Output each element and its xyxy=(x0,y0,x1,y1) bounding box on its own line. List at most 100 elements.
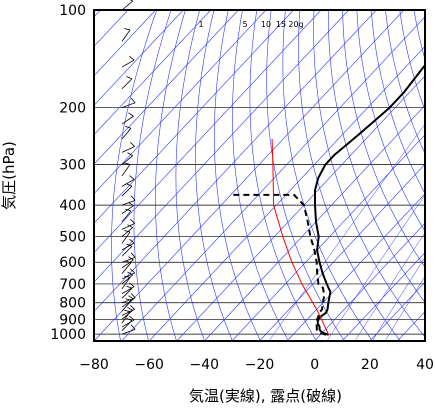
wind-barb-shaft xyxy=(121,298,134,308)
wind-barb xyxy=(121,112,134,125)
wind-barb xyxy=(121,307,133,320)
wind-barb-flag xyxy=(130,218,135,224)
wind-barb-flag xyxy=(127,152,133,157)
dry-adiabat-line xyxy=(342,10,425,268)
y-tick-label: 1000 xyxy=(50,327,86,343)
dry-adiabat-line xyxy=(370,10,425,195)
wind-barb-flag xyxy=(130,142,135,147)
mixing-ratio-lines xyxy=(268,123,425,341)
x-tick-label: −20 xyxy=(245,357,275,373)
isotherm-line xyxy=(94,10,294,224)
isotherm-line xyxy=(342,252,425,341)
wind-barb xyxy=(121,142,135,153)
isotherm-line xyxy=(204,104,425,341)
dry-adiabat-line xyxy=(175,10,205,341)
y-tick-label: 100 xyxy=(59,3,86,19)
isobar-gridlines xyxy=(94,10,425,335)
dry-adiabat-line xyxy=(111,10,158,341)
wind-barb-flag xyxy=(130,293,136,299)
wind-barb-flag xyxy=(124,230,131,233)
wind-barb-flag xyxy=(129,56,135,61)
mixing-ratio-label: 10 xyxy=(261,20,271,29)
x-axis-title: 気温(実線), 露点(破線) xyxy=(189,387,342,405)
wind-barb-flag xyxy=(127,307,133,311)
isotherm-line xyxy=(314,222,425,341)
x-tick-label: 20 xyxy=(361,357,379,373)
wind-barb-flag xyxy=(124,162,131,165)
wind-barb xyxy=(121,195,136,206)
x-tick-label: −80 xyxy=(79,357,109,373)
wind-barb-flag xyxy=(126,183,133,187)
wind-barb-shaft xyxy=(121,78,133,90)
isotherm-line xyxy=(94,10,405,341)
wind-barb-shaft xyxy=(121,288,133,299)
x-tick-labels: −80 −60 −40 −20 0 20 40 xyxy=(79,357,434,373)
wind-barb xyxy=(121,256,134,269)
wind-barb-shaft xyxy=(121,277,131,290)
wind-barb xyxy=(121,324,136,335)
dry-adiabat-line xyxy=(214,10,261,341)
mixing-ratio-label: 15 xyxy=(276,20,286,29)
wind-barb xyxy=(121,183,133,197)
wind-barb xyxy=(121,152,133,165)
dry-adiabat-line xyxy=(399,10,425,111)
isotherm-line xyxy=(94,10,377,312)
mixing-ratio-line xyxy=(354,232,425,341)
mixing-ratio-line xyxy=(268,123,425,341)
wind-barb-flag xyxy=(130,304,135,310)
wind-barb-shaft xyxy=(121,164,131,177)
wind-barb-shaft xyxy=(121,128,132,140)
parcel-path-line xyxy=(271,138,330,336)
wind-barb-flag xyxy=(130,195,136,201)
wind-barb-flag xyxy=(129,282,135,287)
wind-barb-shaft xyxy=(121,246,133,257)
wind-barb-shaft xyxy=(121,231,131,244)
y-tick-label: 300 xyxy=(59,158,86,174)
isotherm-line xyxy=(121,16,425,341)
isotherm-line xyxy=(94,10,322,254)
y-tick-label: 800 xyxy=(59,296,86,312)
wind-barb-flag xyxy=(130,0,133,2)
mixing-ratio-labels: 1 5 10 15 20g xyxy=(198,20,303,29)
x-tick-label: 40 xyxy=(416,357,434,373)
dry-adiabat-line xyxy=(232,10,289,341)
wind-barb-shaft xyxy=(121,309,133,320)
wind-barb-shaft xyxy=(121,297,136,304)
isotherm-line xyxy=(94,10,239,165)
wind-barb xyxy=(121,76,133,90)
wind-barb xyxy=(121,162,131,177)
isotherm-line xyxy=(94,10,267,195)
x-tick-label: −60 xyxy=(134,357,164,373)
dry-adiabat-line xyxy=(428,10,435,341)
wind-barb-flag xyxy=(130,98,136,104)
wind-barb-shaft xyxy=(121,0,133,11)
wind-barb-shaft xyxy=(121,272,135,280)
wind-barb xyxy=(121,252,136,263)
wind-barb-shaft xyxy=(121,300,132,312)
wind-barb-flag xyxy=(130,268,135,274)
wind-barb-shaft xyxy=(121,274,133,285)
isotherm-line xyxy=(286,193,425,341)
wind-barb-shaft xyxy=(121,29,131,42)
y-tick-label: 900 xyxy=(59,312,86,328)
wind-barb xyxy=(121,208,132,222)
wind-barb-shaft xyxy=(121,199,136,206)
x-tick-label: −40 xyxy=(190,357,220,373)
wind-barb-shaft xyxy=(121,210,132,222)
wind-barb-shaft xyxy=(121,328,136,335)
dry-adiabat-line xyxy=(249,10,317,341)
wind-barb-shaft xyxy=(121,319,135,328)
mixing-ratio-label: 5 xyxy=(242,20,247,29)
wind-barb xyxy=(121,298,132,312)
wind-barb xyxy=(121,175,135,187)
wind-barb-flag xyxy=(125,208,132,212)
wind-barb-flag xyxy=(126,317,133,322)
wind-barb-flag xyxy=(124,28,131,31)
dry-adiabat-line xyxy=(313,10,425,338)
wind-barb-flag xyxy=(129,238,135,244)
y-tick-label: 500 xyxy=(59,230,86,246)
profile-series xyxy=(230,63,425,336)
wind-barb xyxy=(121,238,135,251)
wind-barb xyxy=(121,125,132,140)
